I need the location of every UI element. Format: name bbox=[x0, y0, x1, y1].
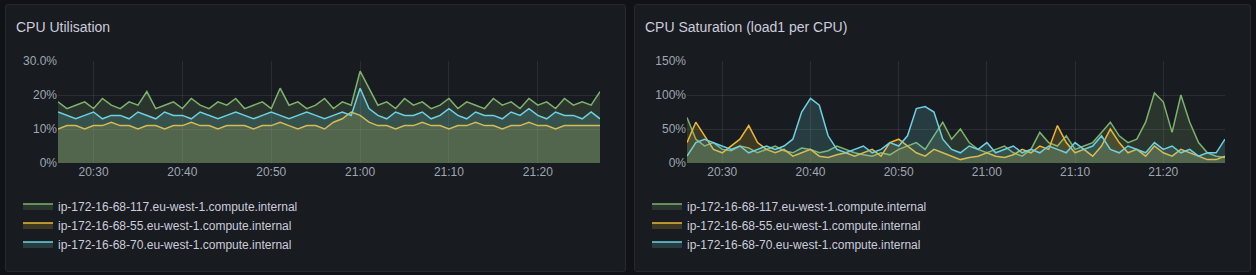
svg-text:ip-172-16-68-117.eu-west-1.com: ip-172-16-68-117.eu-west-1.compute.inter… bbox=[58, 200, 297, 214]
svg-text:10%: 10% bbox=[33, 122, 57, 136]
svg-text:20:50: 20:50 bbox=[884, 165, 914, 179]
svg-text:20:30: 20:30 bbox=[79, 165, 109, 179]
svg-text:21:20: 21:20 bbox=[523, 165, 553, 179]
svg-text:ip-172-16-68-55.eu-west-1.comp: ip-172-16-68-55.eu-west-1.compute.intern… bbox=[58, 219, 291, 233]
svg-text:20%: 20% bbox=[33, 88, 57, 102]
svg-text:ip-172-16-68-55.eu-west-1.comp: ip-172-16-68-55.eu-west-1.compute.intern… bbox=[687, 219, 920, 233]
svg-text:ip-172-16-68-70.eu-west-1.comp: ip-172-16-68-70.eu-west-1.compute.intern… bbox=[58, 238, 291, 252]
html-text:CPU Saturation (load1 per CPU): CPU Saturation (load1 per CPU) bbox=[645, 19, 848, 35]
svg-text:21:20: 21:20 bbox=[1148, 165, 1178, 179]
svg-text:0%: 0% bbox=[40, 156, 58, 170]
svg-text:21:00: 21:00 bbox=[972, 165, 1002, 179]
svg-text:ip-172-16-68-70.eu-west-1.comp: ip-172-16-68-70.eu-west-1.compute.intern… bbox=[687, 238, 920, 252]
svg-text:20:40: 20:40 bbox=[167, 165, 197, 179]
svg-text:21:10: 21:10 bbox=[434, 165, 464, 179]
svg-text:20:40: 20:40 bbox=[795, 165, 825, 179]
svg-text:21:10: 21:10 bbox=[1060, 165, 1090, 179]
svg-text:20:30: 20:30 bbox=[707, 165, 737, 179]
svg-text:20:50: 20:50 bbox=[256, 165, 286, 179]
html-text:CPU Utilisation: CPU Utilisation bbox=[16, 19, 111, 35]
svg-text:50%: 50% bbox=[662, 122, 686, 136]
svg-text:150%: 150% bbox=[655, 54, 686, 68]
svg-text:100%: 100% bbox=[655, 88, 686, 102]
svg-text:30.0%: 30.0% bbox=[23, 54, 57, 68]
svg-text:ip-172-16-68-117.eu-west-1.com: ip-172-16-68-117.eu-west-1.compute.inter… bbox=[687, 200, 926, 214]
svg-text:21:00: 21:00 bbox=[345, 165, 375, 179]
svg-text:0%: 0% bbox=[669, 156, 687, 170]
